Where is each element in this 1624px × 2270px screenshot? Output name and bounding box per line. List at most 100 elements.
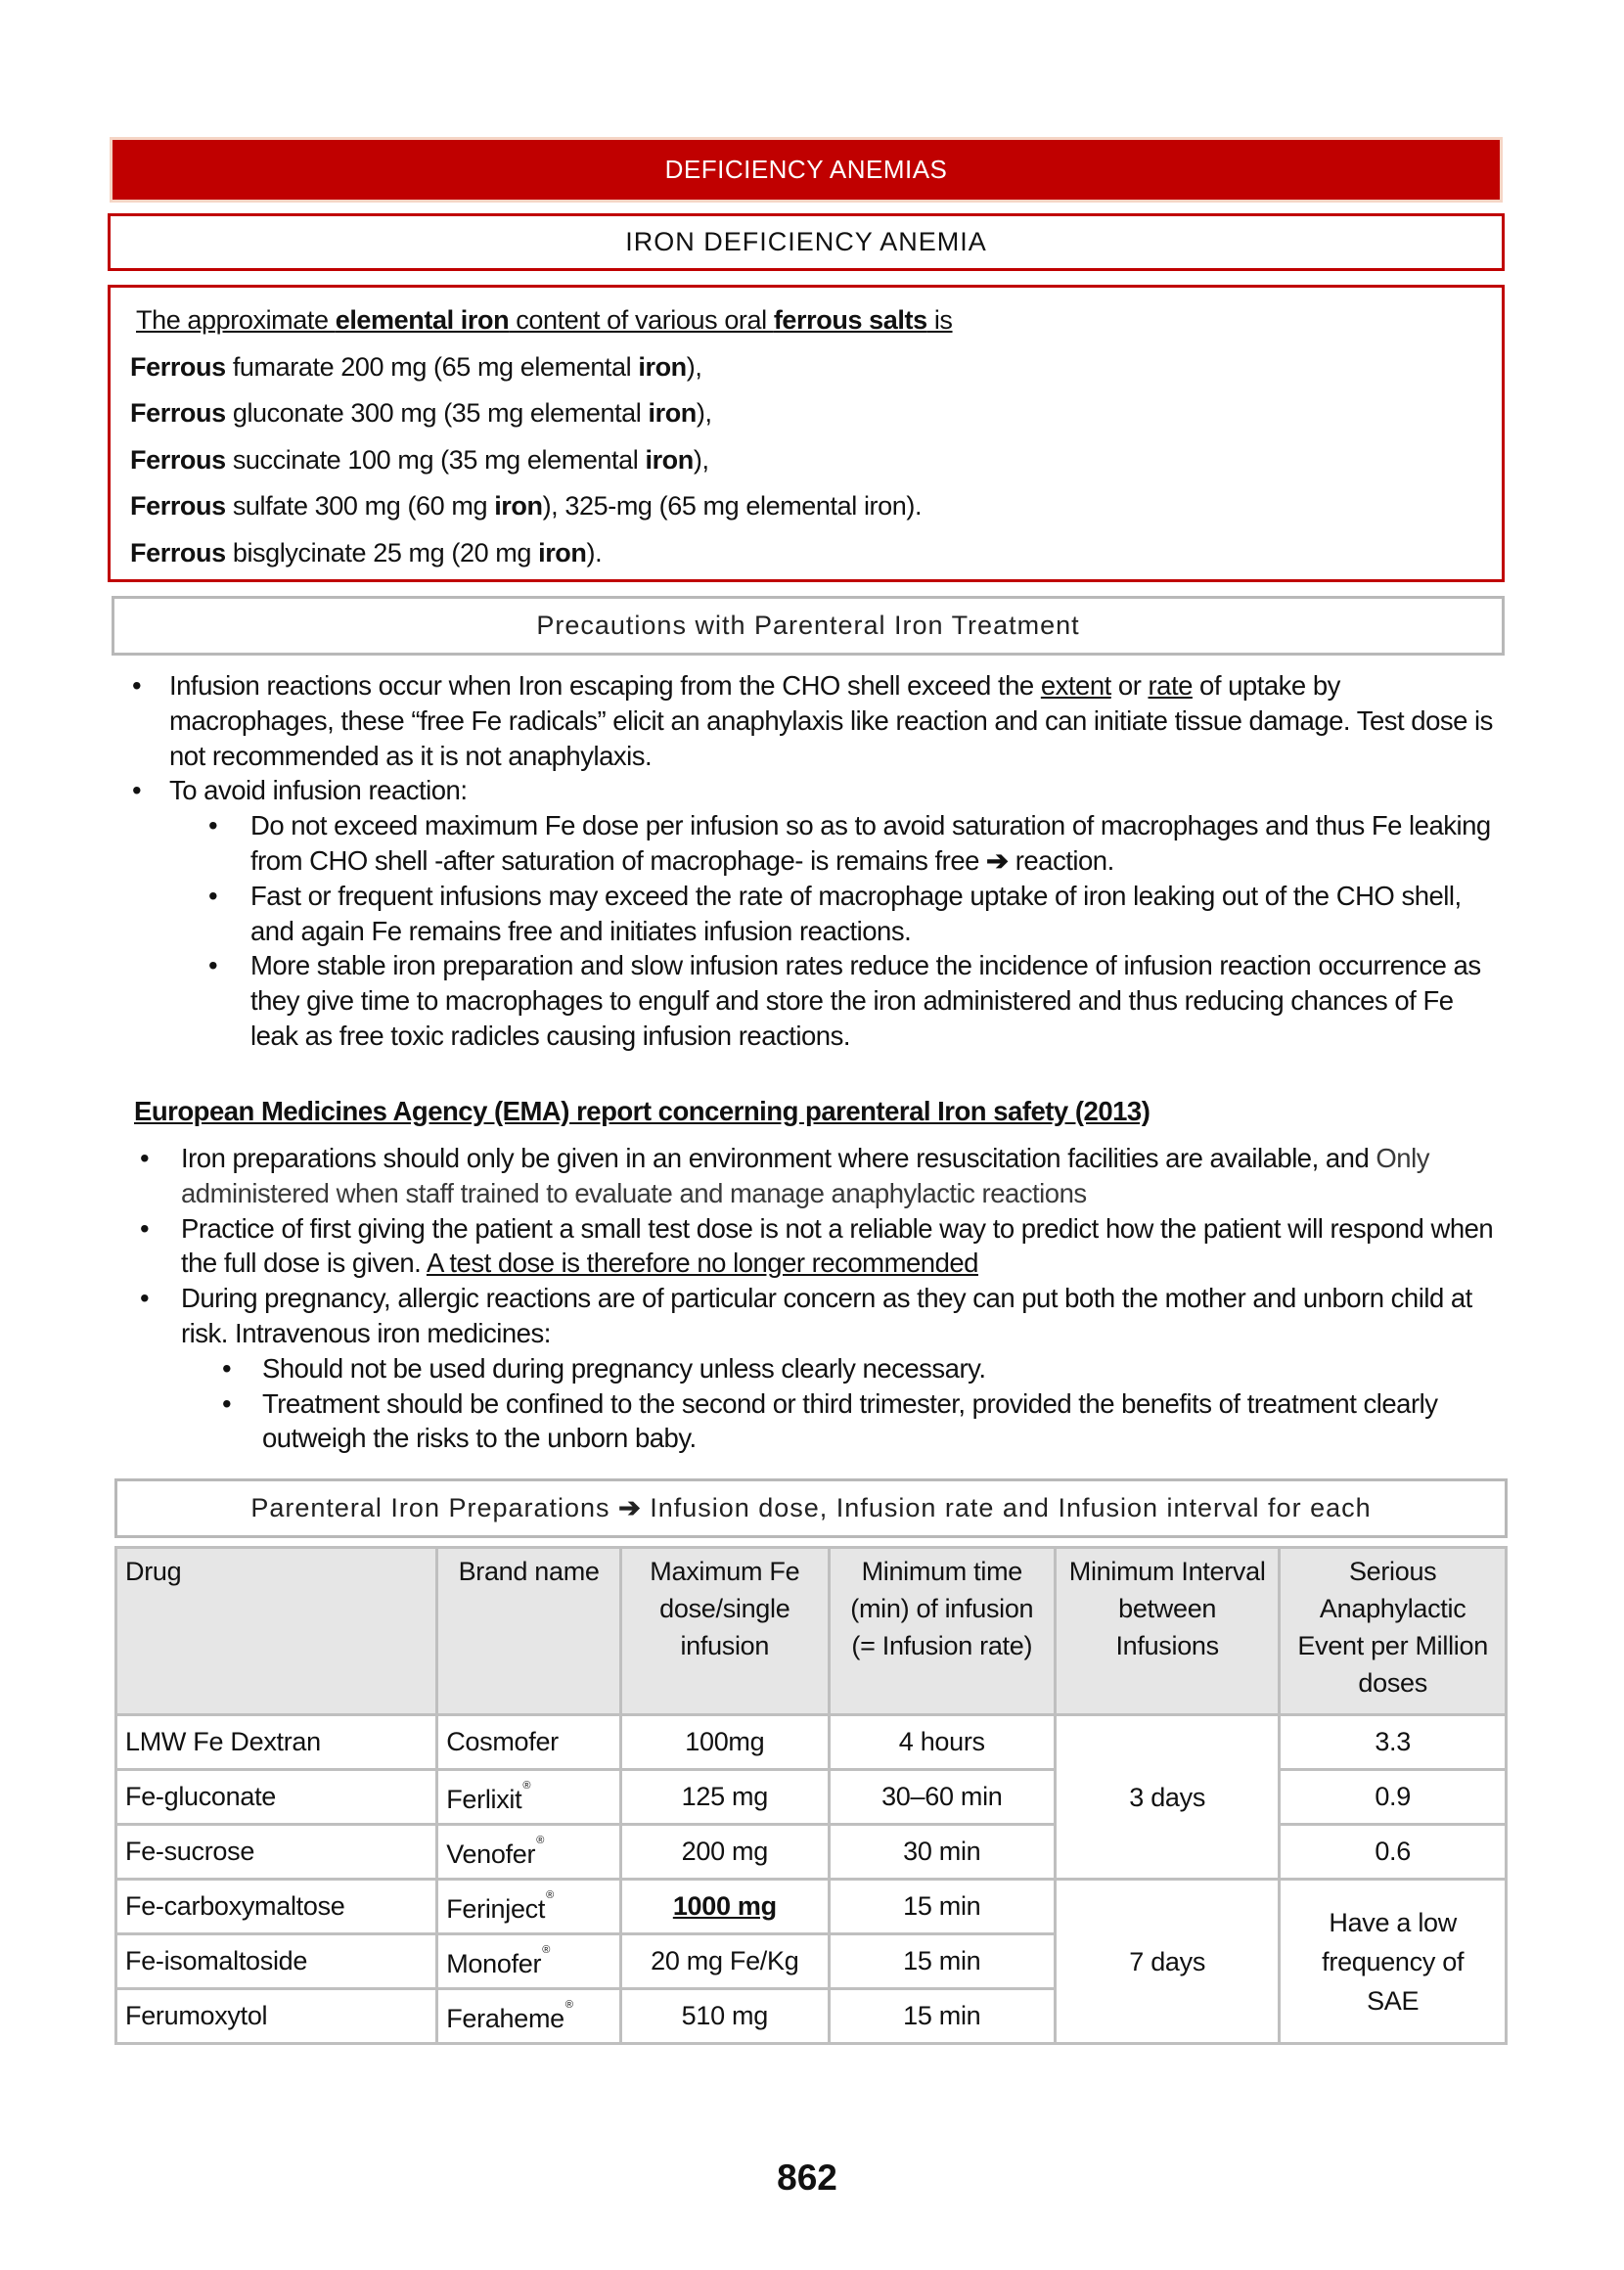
text: Infusion reactions occur when Iron escap… xyxy=(169,670,1041,701)
text-bold: iron xyxy=(638,351,687,382)
bullet-icon: • xyxy=(208,810,218,841)
sub-bullet-item: • More stable iron preparation and slow i… xyxy=(132,948,1502,1053)
registered-icon: ® xyxy=(522,1779,531,1792)
text: sulfate 300 mg (60 mg xyxy=(225,491,495,521)
cell-dose: 510 mg xyxy=(618,1987,831,2045)
text: Venofer xyxy=(446,1839,536,1869)
header-brand: Brand name xyxy=(435,1546,622,1716)
cell-time: 15 min xyxy=(827,1878,1057,1935)
text: or xyxy=(1110,670,1149,701)
text: Ferlixit xyxy=(446,1784,522,1814)
text-bold-underlined: 1000 mg xyxy=(672,1891,777,1921)
table-header-row: Drug Brand name Maximum Fe dose/single i… xyxy=(113,1546,1508,1716)
cell-drug: Fe-isomaltoside xyxy=(113,1932,439,1990)
text-bold: Ferrous xyxy=(130,444,226,475)
table-row: Fe-carboxymaltose Ferinject® 1000 mg 15 … xyxy=(113,1878,1508,2045)
table-row: Fe-sucrose Venofer® 200 mg 30 min 0.6 xyxy=(113,1823,1508,1881)
cell-drug: Fe-gluconate xyxy=(113,1768,439,1826)
text: Do not exceed maximum Fe dose per infusi… xyxy=(250,810,1491,876)
cell-time: 30–60 min xyxy=(827,1768,1057,1826)
cell-dose: 125 mg xyxy=(618,1768,831,1826)
registered-icon: ® xyxy=(542,1943,550,1956)
text-underlined: rate xyxy=(1148,670,1194,701)
bullet-icon: • xyxy=(222,1387,232,1419)
sub-bullet-item: • Should not be used during pregnancy unl… xyxy=(140,1351,1510,1386)
subsection-title: IRON DEFICIENCY ANEMIA xyxy=(625,227,987,256)
section-title-bar: DEFICIENCY ANEMIAS xyxy=(110,137,1503,203)
text: reaction. xyxy=(1008,844,1115,876)
cell-sae: 0.6 xyxy=(1278,1823,1508,1881)
text-bold: iron xyxy=(645,444,694,475)
bullet-icon: • xyxy=(208,950,218,981)
salt-item: Ferrous succinate 100 mg (35 mg elementa… xyxy=(130,437,1502,484)
text-bold: Ferrous xyxy=(130,398,226,428)
text: Fast or frequent infusions may exceed th… xyxy=(250,880,1462,946)
cell-brand: Cosmofer xyxy=(435,1713,622,1771)
text: Treatment should be confined to the seco… xyxy=(262,1387,1438,1454)
bullet-icon: • xyxy=(140,1283,150,1314)
text: bisglycinate 25 mg (20 mg xyxy=(225,537,539,568)
salt-item: Ferrous gluconate 300 mg (35 mg elementa… xyxy=(130,390,1502,437)
text: Parenteral Iron Preparations xyxy=(250,1493,619,1522)
cell-drug: Ferumoxytol xyxy=(113,1987,439,2045)
text: ), xyxy=(686,351,702,382)
text: More stable iron preparation and slow in… xyxy=(250,950,1481,1051)
bullet-icon: • xyxy=(132,775,142,806)
text: of uptake by macrophages, these “free Fe… xyxy=(169,670,1493,771)
cell-dose: 100mg xyxy=(618,1713,831,1771)
cell-sae: Have a low frequency of SAE xyxy=(1278,1878,1508,2045)
table-row: Fe-isomaltoside Monofer® 20 mg Fe/Kg 15 … xyxy=(113,1932,1507,1990)
text-bold: iron xyxy=(494,491,543,521)
text: ), 325-mg (65 mg elemental iron). xyxy=(542,491,923,521)
text-bold: ferrous salts xyxy=(773,305,927,335)
bullet-item: • Infusion reactions occur when Iron esca… xyxy=(132,668,1502,773)
arrow-icon: ➔ xyxy=(618,1493,642,1522)
ferrous-salts-box: The approximate elemental iron content o… xyxy=(108,285,1505,582)
precautions-title: Precautions with Parenteral Iron Treatme… xyxy=(536,611,1080,640)
cell-brand: Feraheme® xyxy=(435,1987,622,2045)
header-sae: Serious Anaphylactic Event per Million d… xyxy=(1278,1546,1508,1716)
registered-icon: ® xyxy=(546,1888,554,1901)
salts-intro: The approximate elemental iron content o… xyxy=(130,297,1502,344)
cell-sae: 3.3 xyxy=(1278,1713,1508,1771)
bullet-item: • Iron preparations should only be given … xyxy=(140,1141,1510,1211)
page-number: 862 xyxy=(777,2157,837,2198)
sub-bullet-item: • Fast or frequent infusions may exceed t… xyxy=(132,879,1502,949)
table-row: LMW Fe Dextran Cosmofer 100mg 4 hours 3 … xyxy=(113,1713,1508,1881)
text: Ferinject xyxy=(446,1893,546,1924)
bullet-icon: • xyxy=(208,880,218,911)
bullet-icon: • xyxy=(222,1352,232,1384)
text: is xyxy=(926,305,953,335)
cell-time: 15 min xyxy=(827,1987,1057,2045)
registered-icon: ® xyxy=(564,1998,573,2011)
table-row: Fe-gluconate Ferlixit® 125 mg 30–60 min … xyxy=(113,1768,1508,1826)
arrow-icon: ➔ xyxy=(986,844,1009,876)
cell-brand: Venofer® xyxy=(435,1823,622,1881)
text: Only administered when staff trained to … xyxy=(181,1143,1429,1208)
subsection-title-box: IRON DEFICIENCY ANEMIA xyxy=(108,213,1505,271)
text: The approximate xyxy=(136,305,336,335)
cell-brand: Monofer® xyxy=(435,1932,622,1990)
cell-time: 30 min xyxy=(827,1823,1057,1881)
cell-interval: 7 days xyxy=(1053,1878,1282,2045)
text-bold: Ferrous xyxy=(130,351,226,382)
text: During pregnancy, allergic reactions are… xyxy=(181,1283,1472,1348)
salt-item: Ferrous bisglycinate 25 mg (20 mg iron). xyxy=(130,530,1502,577)
text-underlined: A test dose is therefore no longer recom… xyxy=(426,1248,979,1279)
cell-brand: Ferinject® xyxy=(435,1878,622,1935)
bullet-item: • During pregnancy, allergic reactions ar… xyxy=(140,1281,1510,1351)
cell-brand: Ferlixit® xyxy=(435,1768,622,1826)
sub-bullet-item: • Do not exceed maximum Fe dose per infus… xyxy=(132,808,1502,879)
table-title-box: Parenteral Iron Preparations ➔ Infusion … xyxy=(114,1478,1508,1538)
sub-bullet-item: • Treatment should be confined to the sec… xyxy=(140,1386,1510,1457)
bullet-icon: • xyxy=(140,1212,150,1244)
text: fumarate 200 mg (65 mg elemental xyxy=(225,351,639,382)
precautions-list: • Infusion reactions occur when Iron esca… xyxy=(132,668,1502,1054)
parenteral-iron-table: Drug Brand name Maximum Fe dose/single i… xyxy=(113,1546,1508,2045)
bullet-item: • Practice of first giving the patient a … xyxy=(140,1211,1510,1282)
ema-heading: European Medicines Agency (EMA) report c… xyxy=(134,1096,1150,1126)
cell-drug: Fe-carboxymaltose xyxy=(113,1878,439,1935)
salt-item: Ferrous sulfate 300 mg (60 mg iron), 325… xyxy=(130,483,1502,530)
bullet-icon: • xyxy=(132,670,142,701)
header-min-interval: Minimum Interval between Infusions xyxy=(1053,1546,1282,1716)
